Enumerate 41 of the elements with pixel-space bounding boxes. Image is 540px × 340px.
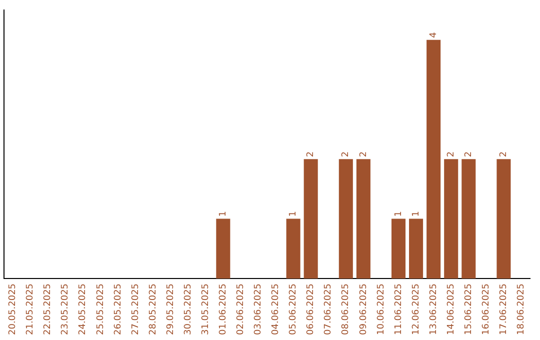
data-label: 2	[499, 151, 510, 158]
data-label: 2	[358, 151, 369, 158]
data-label: 4	[428, 32, 439, 38]
x-tick-label: 10.06.2025	[376, 283, 386, 335]
x-tick-label: 21.05.2025	[26, 283, 36, 335]
data-label: 1	[411, 211, 422, 217]
data-label: 1	[394, 211, 404, 217]
x-tick-label: 15.06.2025	[464, 283, 474, 335]
data-label: 2	[446, 151, 456, 158]
x-tick-label: 02.06.2025	[236, 283, 246, 335]
data-label: 1	[288, 211, 299, 217]
x-tick-label: 23.05.2025	[60, 283, 71, 335]
x-tick-label: 13.06.2025	[428, 283, 439, 335]
data-label: 2	[341, 151, 352, 158]
x-tick-label: 11.06.2025	[394, 283, 404, 335]
x-tick-label: 16.06.2025	[482, 283, 492, 335]
x-tick-label: 24.05.2025	[78, 283, 88, 335]
x-tick-label: 09.06.2025	[358, 283, 369, 335]
x-tick-label: 12.06.2025	[411, 283, 422, 335]
x-tick-label: 25.05.2025	[96, 283, 106, 335]
x-tick-label: 22.05.2025	[43, 283, 54, 335]
x-tick-label: 29.05.2025	[166, 283, 176, 335]
x-tick-label: 08.06.2025	[341, 283, 352, 335]
x-tick-label: 30.05.2025	[183, 283, 194, 335]
data-label: 2	[464, 151, 474, 158]
x-tick-label: 17.06.2025	[499, 283, 510, 335]
x-tick-label: 28.05.2025	[148, 283, 158, 335]
x-tick-label: 04.06.2025	[271, 283, 282, 335]
x-tick-label: 06.06.2025	[306, 283, 316, 335]
x-tick-label: 31.05.2025	[200, 283, 211, 335]
x-tick-label: 01.06.2025	[218, 283, 229, 335]
x-tick-label: 27.05.2025	[130, 283, 141, 335]
x-tick-label: 20.05.2025	[8, 283, 18, 335]
x-tick-label: 14.06.2025	[446, 283, 456, 335]
x-tick-label: 26.05.2025	[113, 283, 124, 335]
x-tick-label: 07.06.2025	[324, 283, 334, 335]
data-label: 2	[306, 151, 316, 158]
x-tick-label: 05.06.2025	[288, 283, 299, 335]
data-label: 1	[218, 211, 229, 217]
x-tick-label: 03.06.2025	[254, 283, 264, 335]
x-tick-label: 18.06.2025	[516, 283, 527, 335]
